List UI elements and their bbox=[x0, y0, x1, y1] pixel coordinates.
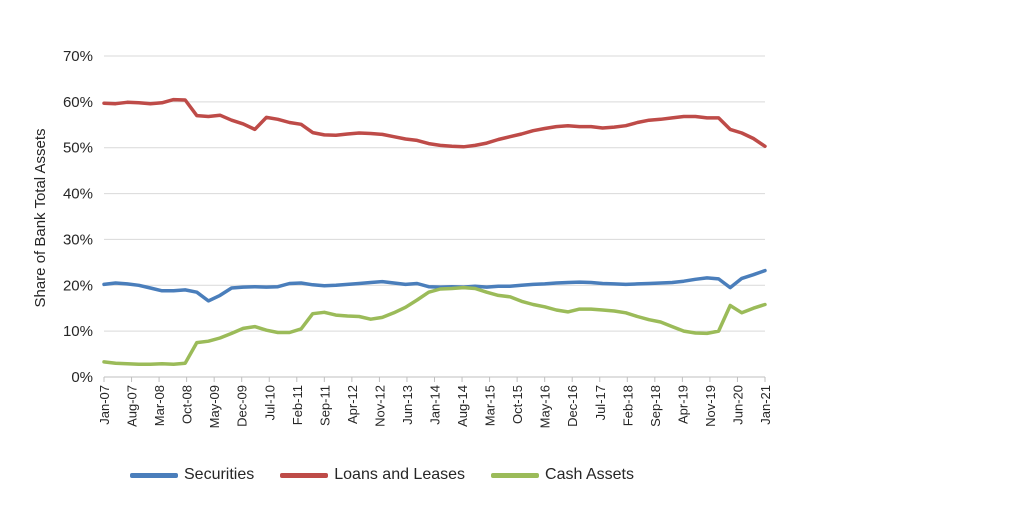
x-tick-label: Nov-19 bbox=[703, 385, 718, 427]
legend-label: Cash Assets bbox=[545, 466, 634, 483]
x-tick-label: Jul-10 bbox=[262, 385, 277, 420]
x-axis: Jan-07 Aug-07 Mar-08 Oct-08 May-09 Dec-09 Jul-… bbox=[97, 376, 773, 428]
legend: Securities Loans and Leases Cash Assets bbox=[130, 466, 634, 484]
x-tick-label: Oct-15 bbox=[510, 385, 525, 424]
x-tick-label: Mar-15 bbox=[483, 385, 498, 426]
x-tick-label: Jun-20 bbox=[730, 385, 745, 425]
x-tick-label: Nov-12 bbox=[372, 385, 387, 427]
x-tick-label: Mar-08 bbox=[152, 385, 167, 426]
legend-item: Loans and Leases bbox=[280, 466, 465, 484]
legend-item: Securities bbox=[130, 466, 254, 484]
legend-label: Securities bbox=[184, 466, 255, 483]
x-tick-label: Sep-18 bbox=[648, 385, 663, 427]
x-tick-label: May-09 bbox=[207, 385, 222, 428]
x-tick-label: Dec-16 bbox=[565, 385, 580, 427]
y-tick-label: 60% bbox=[63, 94, 93, 111]
x-tick-label: Aug-07 bbox=[125, 385, 140, 427]
legend-swatch bbox=[130, 472, 178, 478]
x-tick-label: Apr-19 bbox=[675, 385, 690, 424]
x-tick-label: Feb-11 bbox=[290, 385, 305, 425]
x-tick-label: Jan-07 bbox=[97, 385, 112, 425]
y-tick-label: 40% bbox=[63, 186, 93, 203]
series-line-cash-assets bbox=[102, 285, 767, 366]
y-tick-label: 70% bbox=[63, 48, 93, 65]
x-tick-label: Aug-14 bbox=[455, 385, 470, 427]
legend-label: Loans and Leases bbox=[334, 466, 466, 483]
x-tick-label: Jan-21 bbox=[758, 385, 773, 425]
x-tick-label: Feb-18 bbox=[620, 385, 635, 426]
x-tick-label: Apr-12 bbox=[345, 385, 360, 424]
y-tick-label: 30% bbox=[63, 231, 93, 248]
y-tick-label: 0% bbox=[71, 369, 93, 386]
x-tick-label: Oct-08 bbox=[180, 385, 195, 424]
series-lines bbox=[102, 97, 767, 366]
series-line-securities bbox=[102, 268, 767, 303]
y-axis-ticks: 0% 10% 20% 30% 40% 50% 60% 70% bbox=[63, 48, 93, 386]
y-tick-label: 50% bbox=[63, 140, 93, 157]
x-tick-label: Jan-14 bbox=[428, 385, 443, 425]
gridlines bbox=[104, 55, 765, 332]
x-tick-label: May-16 bbox=[538, 385, 553, 428]
y-axis-title: Share of Bank Total Assets bbox=[32, 129, 49, 308]
x-tick-label: Jun-13 bbox=[400, 385, 415, 425]
x-tick-label: Jul-17 bbox=[593, 385, 608, 420]
legend-item: Cash Assets bbox=[491, 466, 634, 484]
x-tick-label: Dec-09 bbox=[235, 385, 250, 427]
x-tick-label: Sep-11 bbox=[317, 385, 332, 426]
y-tick-label: 10% bbox=[63, 323, 93, 340]
y-tick-label: 20% bbox=[63, 277, 93, 294]
series-line-loans-and-leases bbox=[102, 97, 767, 149]
legend-swatch bbox=[491, 472, 540, 478]
legend-swatch bbox=[280, 472, 329, 478]
